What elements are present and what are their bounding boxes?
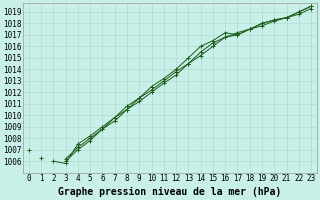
X-axis label: Graphe pression niveau de la mer (hPa): Graphe pression niveau de la mer (hPa) <box>58 187 282 197</box>
